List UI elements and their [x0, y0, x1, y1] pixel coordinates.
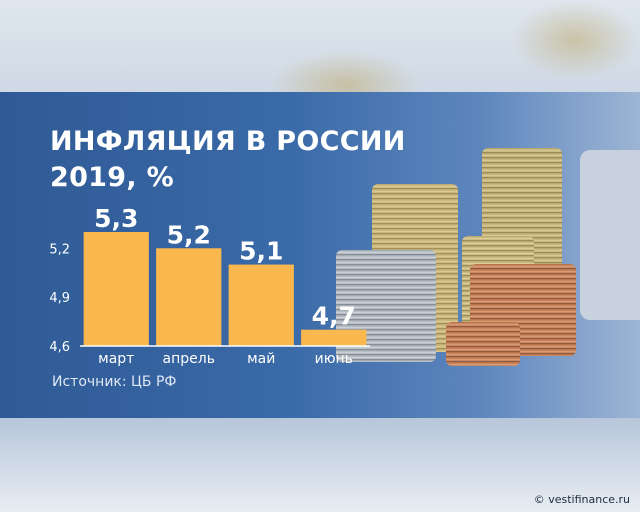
data-label: 5,1 — [239, 237, 283, 266]
y-tick-label: 4,6 — [49, 340, 70, 355]
x-tick-label: май — [247, 351, 275, 367]
coin-stack-image — [446, 322, 520, 366]
background-bottom — [0, 418, 640, 512]
bar — [228, 264, 294, 346]
chart-title-line1: ИНФЛЯЦИЯ В РОССИИ — [50, 126, 406, 157]
copyright-label: © vestifinance.ru — [533, 493, 630, 506]
x-tick-label: март — [98, 351, 134, 367]
y-tick-label: 5,2 — [49, 242, 70, 257]
calculator-image — [580, 150, 640, 320]
data-label: 5,2 — [167, 220, 211, 249]
y-tick-label: 4,9 — [49, 291, 70, 306]
x-tick-label: апрель — [163, 351, 215, 367]
chart-title-line2: 2019, % — [50, 162, 174, 193]
data-label: 4,7 — [312, 302, 356, 331]
chart-title: ИНФЛЯЦИЯ В РОССИИ 2019, % — [50, 124, 406, 196]
bar — [156, 248, 222, 346]
x-tick-label: июнь — [315, 351, 353, 367]
bar — [301, 329, 367, 346]
bar — [83, 232, 149, 346]
data-label: 5,3 — [94, 204, 138, 233]
background-coin-blur — [510, 0, 640, 80]
source-note: Источник: ЦБ РФ — [52, 374, 177, 390]
